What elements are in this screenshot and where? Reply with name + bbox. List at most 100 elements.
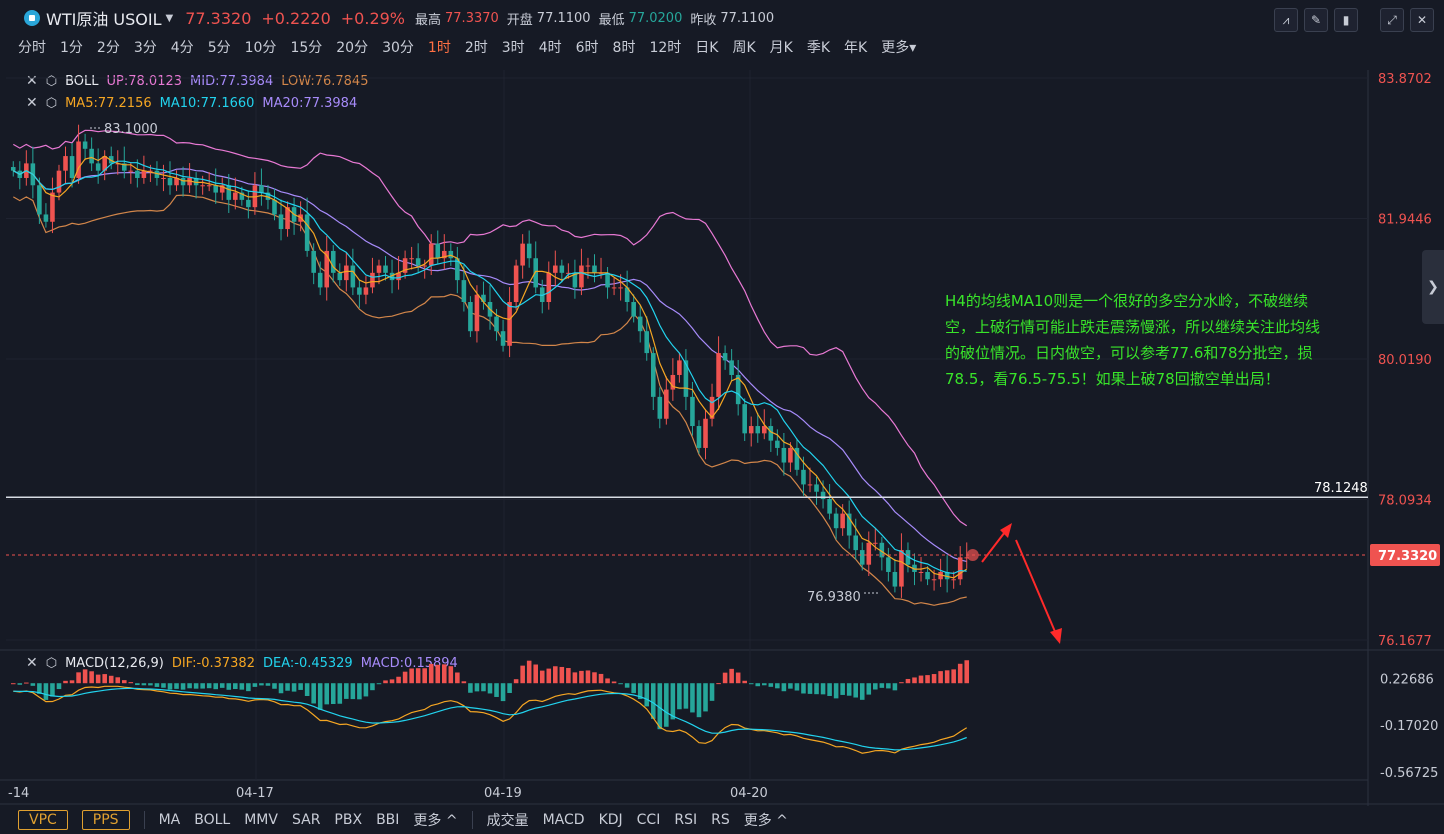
macd-histogram-bar [539,670,545,684]
candle-body [396,272,401,281]
timeframe-18[interactable]: 周K [732,40,756,56]
macd-histogram-bar [670,683,676,720]
macd-histogram-bar [24,682,29,684]
settings-icon[interactable]: ⬡ [45,73,58,89]
candle-body [703,418,708,448]
timeframe-20[interactable]: 季K [806,40,831,56]
candle-body [76,141,81,178]
macd-histogram-bar [89,671,94,684]
symbol-dropdown-icon[interactable]: ▼ [165,12,174,24]
timeframe-3[interactable]: 3分 [133,40,157,56]
timeframe-7[interactable]: 15分 [290,40,323,56]
candle-body [174,177,179,186]
timeframe-15[interactable]: 8时 [612,40,636,56]
remove-indicator-icon[interactable]: ✕ [26,95,38,111]
macd-legend: ✕ ⬡ MACD(12,26,9) DIF:-0.37382 DEA:-0.45… [26,655,458,671]
macd-histogram-bar [324,683,330,705]
timeframe-1[interactable]: 1分 [60,40,83,56]
macd-histogram-bar [500,683,506,702]
timeframe-22[interactable]: 更多▾ [881,40,917,56]
fullscreen-icon[interactable]: ⤢ [1380,8,1404,32]
candle-style-icon[interactable]: ▮ [1334,8,1358,32]
macd-histogram-bar [259,683,264,686]
macd-histogram-bar [226,683,232,690]
timeframe-5[interactable]: 5分 [207,40,231,56]
main-indicator-6[interactable]: 更多 ^ [413,813,458,829]
candle-body [69,156,75,178]
remove-indicator-icon[interactable]: ✕ [26,73,38,89]
timeframe-19[interactable]: 月K [769,40,793,56]
macd-dif: DIF:-0.37382 [171,655,255,671]
sub-indicator-1[interactable]: MACD [542,812,585,828]
main-indicator-0[interactable]: MA [158,812,181,828]
timeframe-17[interactable]: 日K [695,40,719,56]
timeframe-8[interactable]: 20分 [336,40,369,56]
macd-histogram-bar [931,674,937,684]
symbol-name[interactable]: WTI原油 USOIL [46,10,162,29]
timeframe-4[interactable]: 4分 [170,40,194,56]
macd-histogram-bar [879,683,885,688]
timeframe-11[interactable]: 2时 [464,40,488,56]
timeframe-16[interactable]: 12时 [649,40,682,56]
ma20-value: MA20:77.3984 [262,95,358,111]
main-indicator-3[interactable]: SAR [291,812,321,828]
timeframe-12[interactable]: 3时 [501,40,525,56]
high-label: 最高 [415,12,442,28]
timeframe-14[interactable]: 6时 [575,40,599,56]
timeframe-21[interactable]: 年K [844,40,868,56]
timeframe-0[interactable]: 分时 [18,40,46,56]
timeframe-9[interactable]: 30分 [382,40,414,56]
sub-indicator-6[interactable]: 更多 ^ [743,813,788,829]
pill-pps[interactable]: PPS [81,810,130,830]
candle-body [108,156,114,164]
macd-histogram-bar [546,668,552,684]
timeframe-13[interactable]: 4时 [538,40,562,56]
main-indicator-2[interactable]: MMV [244,812,278,828]
candle-body [611,287,617,289]
remove-indicator-icon[interactable]: ✕ [26,655,38,671]
candle-body [755,426,761,434]
macd-histogram-bar [265,683,271,686]
side-panel-toggle-icon[interactable]: ❯ [1422,250,1444,324]
macd-histogram-bar [337,683,343,704]
main-indicator-4[interactable]: PBX [334,812,363,828]
macd-histogram-bar [219,683,225,688]
sub-indicator-3[interactable]: CCI [636,812,661,828]
candle-body [330,250,336,273]
settings-icon[interactable]: ⬡ [45,95,58,111]
y-tick-label: 81.9446 [1378,212,1432,227]
settings-icon[interactable]: ⬡ [45,655,58,671]
timeframe-bar: 分时 1分 2分 3分 4分 5分 10分 15分 20分 30分 1时 2时 3时 4时 6时 8时 12时日… [18,36,930,58]
timeframe-6[interactable]: 10分 [244,40,277,56]
sub-indicator-5[interactable]: RS [711,812,730,828]
candle-body [409,258,414,260]
macd-histogram-bar [461,681,467,684]
macd-histogram-bar [63,680,68,684]
candle-body [402,258,408,273]
divider [471,811,473,829]
draw-pen-icon[interactable]: ✎ [1304,8,1328,32]
main-indicator-1[interactable]: BOLL [194,812,231,828]
timeframe-2[interactable]: 2分 [96,40,120,56]
main-indicator-5[interactable]: BBI [376,812,400,828]
candle-body [278,214,284,230]
macd-histogram-bar [304,683,310,696]
timeframe-10[interactable]: 1时 [427,40,451,56]
close-icon[interactable]: ✕ [1410,8,1434,32]
candle-body [246,199,251,208]
macd-histogram-bar [69,680,75,684]
macd-histogram-bar [56,683,62,690]
macd-histogram-bar [899,682,904,684]
candle-body [272,199,277,215]
candle-body [324,250,330,288]
chart-type-icon[interactable]: ⩘ [1274,8,1298,32]
candle-body [833,513,839,529]
sub-indicator-4[interactable]: RSI [674,812,698,828]
candle-body [788,447,793,463]
analysis-note: H4的均线MA10则是一个很好的多空分水岭，不破继续空，上破行情可能止跌走震荡慢… [945,292,1321,388]
sub-indicator-0[interactable]: 成交量 [486,813,529,829]
pill-vpc[interactable]: VPC [18,810,68,830]
candle-body [722,353,728,361]
sub-indicator-2[interactable]: KDJ [598,812,623,828]
